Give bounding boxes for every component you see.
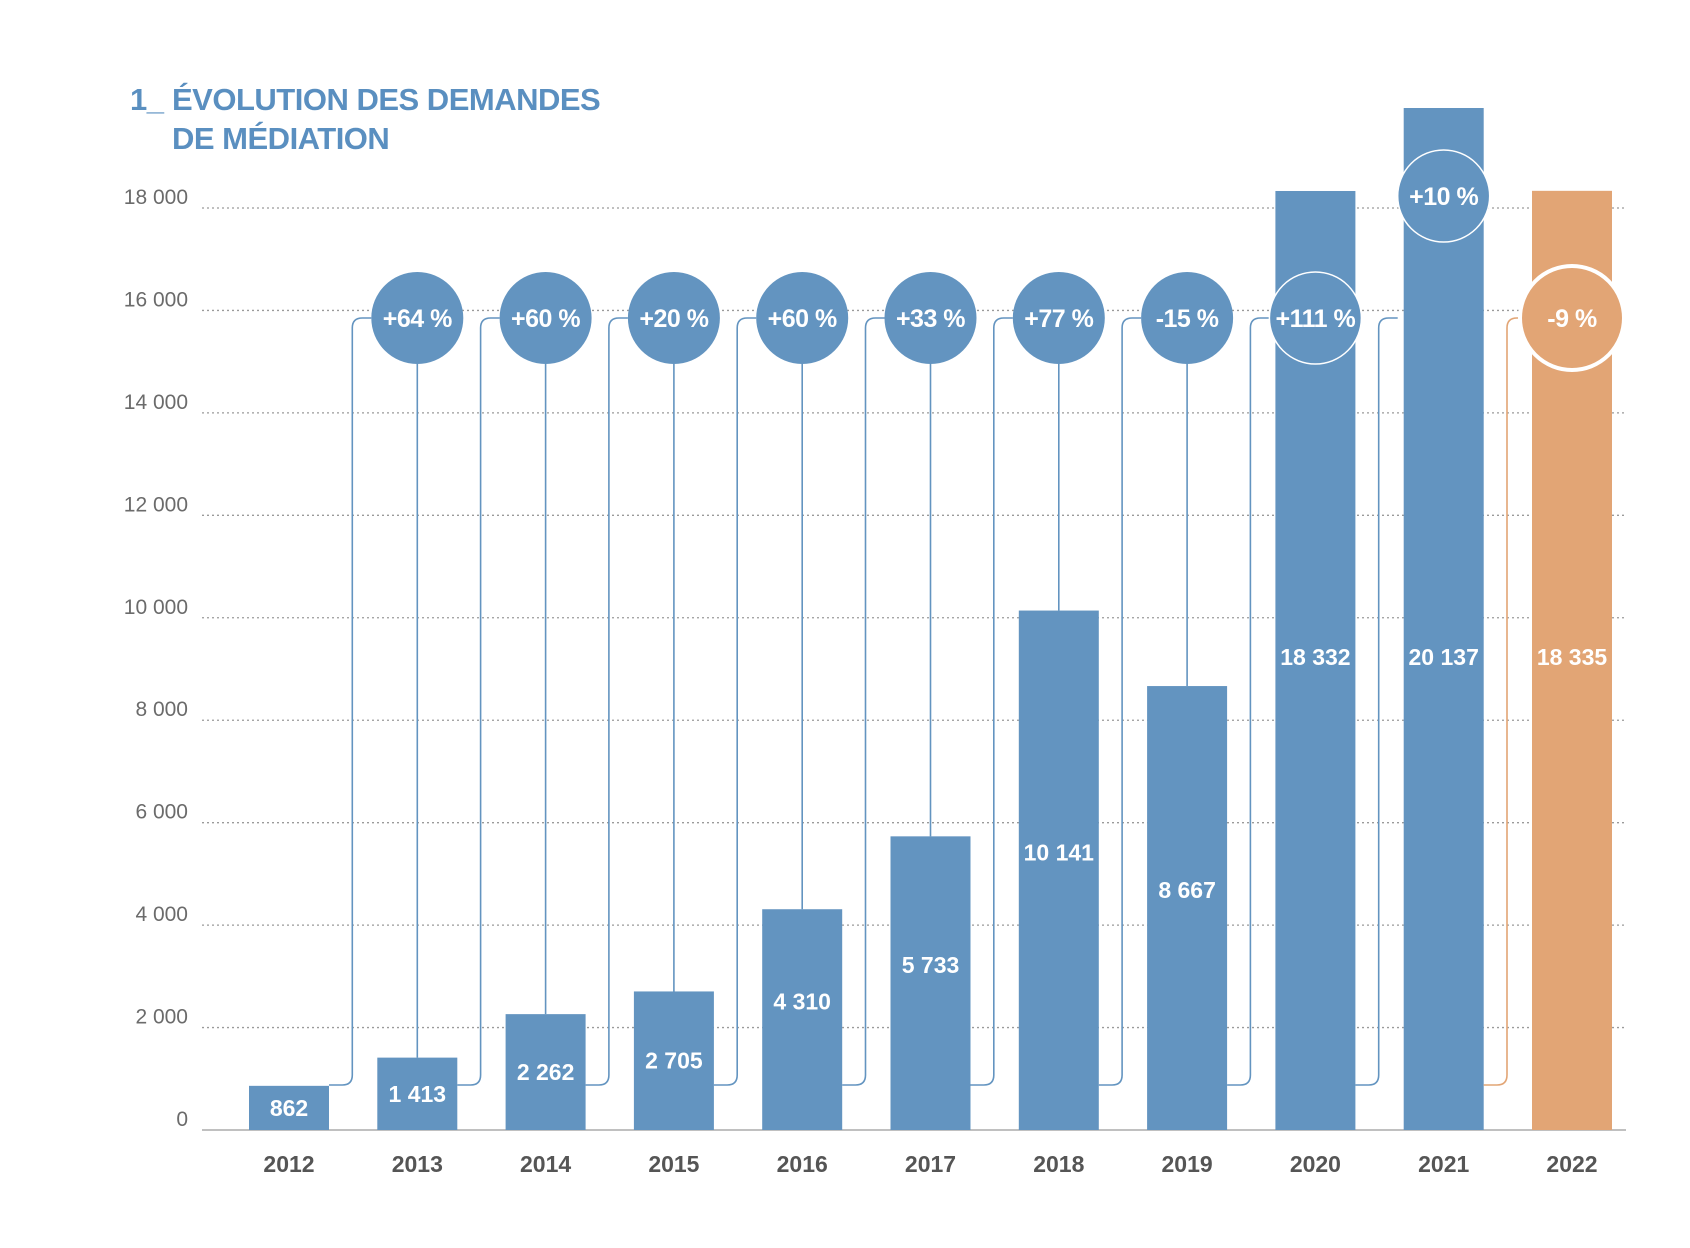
connector-line: [1355, 317, 1398, 1086]
value-label-2021: 20 137: [1409, 644, 1479, 670]
change-badge-label: +77 %: [1024, 305, 1093, 333]
value-label-2017: 5 733: [902, 952, 960, 978]
change-badge-2015: +20 %: [627, 272, 720, 364]
bar-2018: [1018, 610, 1099, 1130]
bar-2017: [890, 836, 971, 1130]
y-axis-ticks: 0 2 000 4 000 6 000 8 000 10 000 12 000 14 000 1…: [124, 186, 188, 1131]
change-badge-label: +64 %: [383, 305, 452, 333]
value-label-2012: 862: [270, 1095, 308, 1121]
x-tick-label: 2016: [777, 1151, 828, 1177]
x-tick-label: 2022: [1546, 1151, 1597, 1177]
value-label-2019: 8 667: [1158, 877, 1216, 903]
x-tick-label: 2015: [648, 1151, 699, 1177]
y-tick-label: 0: [176, 1108, 188, 1131]
bar-2021: [1403, 108, 1484, 1130]
y-tick-label: 2 000: [135, 1006, 188, 1029]
bar-2016: [762, 909, 843, 1130]
connector-line: [1227, 317, 1270, 1086]
y-tick-label: 8 000: [135, 698, 188, 721]
connector-line: [842, 317, 885, 1086]
x-tick-label: 2018: [1033, 1151, 1084, 1177]
connector-line: [329, 317, 372, 1086]
change-badge-2017: +33 %: [884, 272, 977, 364]
x-axis-ticks: 2012 2013 2014 2015 2016 2017 2018 2019 2020 2021…: [263, 1151, 1597, 1177]
bar-2012: [249, 1085, 329, 1130]
change-badge-2019: -15 %: [1141, 272, 1234, 364]
change-badges: +64 % +60 % +20 % +60 % +33 % +77 % -15 % +111 …: [371, 149, 1626, 372]
change-badge-2021: +10 %: [1396, 149, 1491, 243]
change-badge-circle: [1268, 271, 1363, 365]
chart-title: 1_ ÉVOLUTION DES DEMANDES DE MÉDIATION: [130, 80, 601, 158]
change-badge-circle: [1141, 272, 1234, 364]
bar-2015: [633, 991, 714, 1130]
value-label-2016: 4 310: [773, 989, 831, 1015]
x-tick-label: 2012: [263, 1151, 314, 1177]
y-tick-label: 4 000: [135, 903, 188, 926]
y-tick-label: 12 000: [124, 493, 188, 516]
change-badge-label: +111 %: [1276, 305, 1356, 333]
connector-line: [713, 317, 757, 1086]
title-prefix: 1_: [130, 82, 164, 117]
connector-line: [1098, 317, 1142, 1086]
change-badge-circle: [1396, 149, 1491, 243]
connector-line: [970, 317, 1013, 1086]
x-tick-label: 2019: [1162, 1151, 1213, 1177]
change-badge-circle: [884, 272, 977, 364]
x-tick-label: 2020: [1290, 1151, 1341, 1177]
connector-line: [1483, 317, 1520, 1086]
change-badge-2014: +60 %: [499, 272, 592, 364]
x-tick-label: 2014: [520, 1151, 571, 1177]
change-badge-circle: [371, 272, 464, 364]
change-badge-2022: -9 %: [1518, 264, 1626, 372]
change-badge-label: -15 %: [1156, 305, 1219, 333]
y-tick-label: 10 000: [124, 596, 188, 619]
title-line-2: DE MÉDIATION: [172, 121, 390, 156]
x-tick-label: 2013: [392, 1151, 443, 1177]
change-badge-label: +60 %: [511, 305, 580, 333]
change-badge-2013: +64 %: [371, 272, 464, 364]
y-tick-label: 16 000: [124, 288, 188, 311]
value-label-2015: 2 705: [645, 1048, 703, 1074]
connector-line: [585, 317, 628, 1086]
bar-2019: [1147, 686, 1228, 1130]
y-tick-label: 6 000: [135, 801, 188, 824]
change-badge-label: -9 %: [1547, 305, 1597, 333]
change-badge-circle: [1012, 272, 1105, 364]
change-badge-2016: +60 %: [756, 272, 849, 364]
change-badge-circle: [1518, 264, 1626, 372]
change-badge-circle: [627, 272, 720, 364]
value-label-2022: 18 335: [1537, 644, 1608, 670]
value-labels: 862 1 413 2 262 2 705 4 310 5 733 10 141 8 667 1…: [270, 644, 1608, 1121]
x-tick-label: 2021: [1418, 1151, 1469, 1177]
change-badge-label: +20 %: [639, 305, 708, 333]
title-line-1: ÉVOLUTION DES DEMANDES: [172, 82, 601, 117]
value-label-2013: 1 413: [389, 1081, 447, 1107]
change-badge-2018: +77 %: [1012, 272, 1105, 364]
change-badge-circle: [499, 272, 592, 364]
value-label-2018: 10 141: [1024, 839, 1095, 865]
change-badge-label: +10 %: [1409, 183, 1478, 211]
connector-line: [457, 317, 500, 1086]
y-tick-label: 18 000: [124, 186, 188, 209]
change-badge-circle: [756, 272, 849, 364]
change-badge-2020: +111 %: [1268, 271, 1363, 365]
change-badge-label: +33 %: [896, 305, 965, 333]
value-label-2020: 18 332: [1280, 644, 1350, 670]
change-connectors: [329, 317, 1520, 1086]
bar-2014: [505, 1014, 586, 1130]
change-badge-label: +60 %: [768, 305, 837, 333]
value-label-2014: 2 262: [517, 1059, 575, 1085]
x-tick-label: 2017: [905, 1151, 956, 1177]
bar-2013: [377, 1057, 458, 1130]
y-tick-label: 14 000: [124, 391, 188, 414]
